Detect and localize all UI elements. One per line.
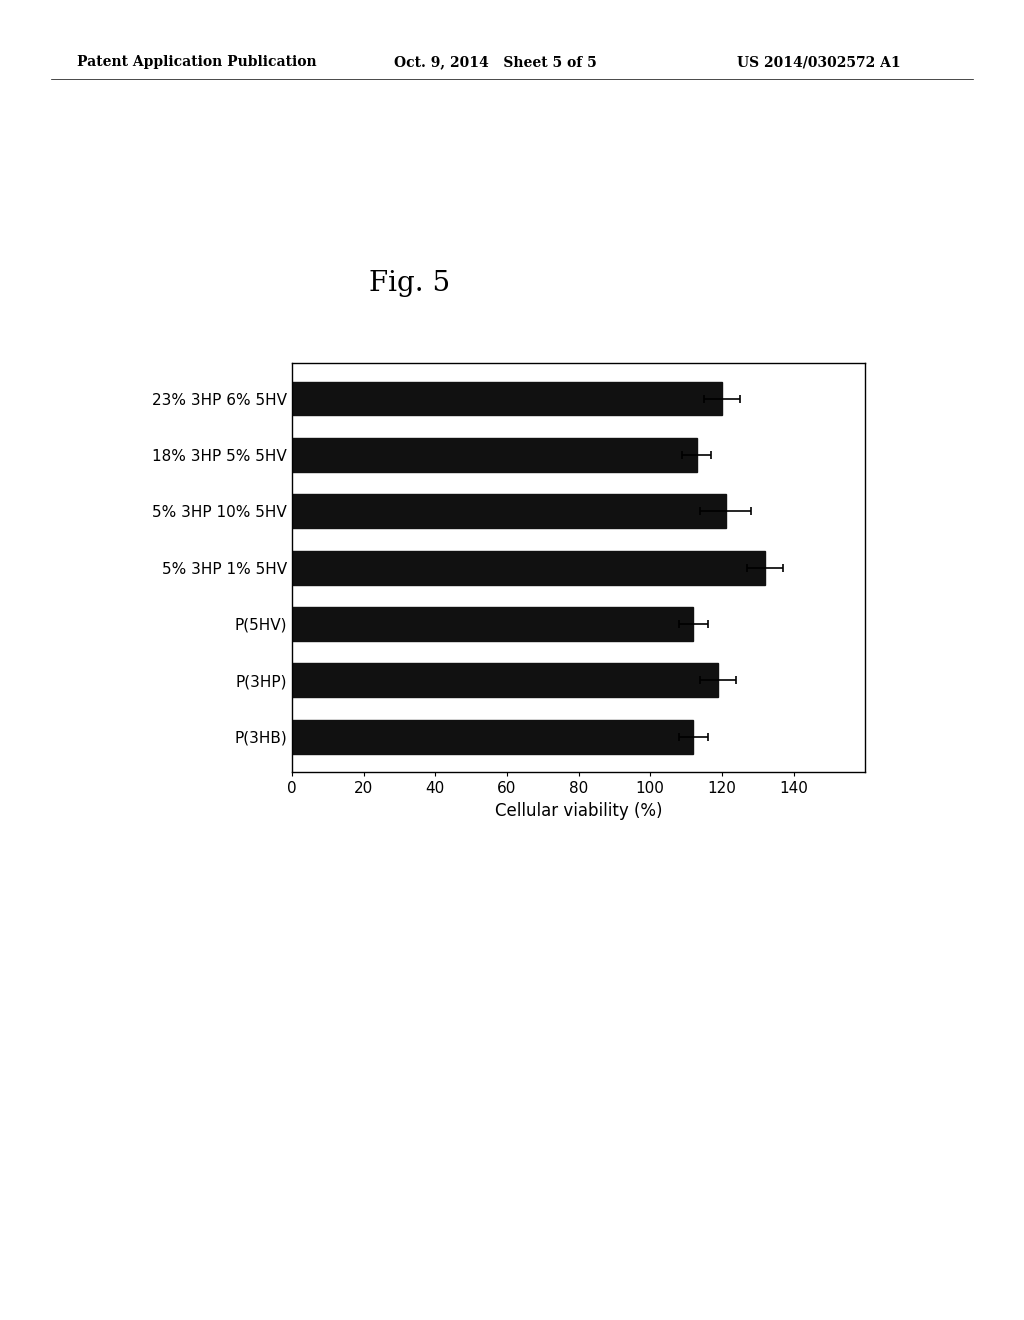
Text: Fig. 5: Fig. 5 bbox=[369, 271, 451, 297]
X-axis label: Cellular viability (%): Cellular viability (%) bbox=[495, 801, 663, 820]
Bar bbox=[292, 607, 693, 642]
Bar bbox=[292, 438, 697, 471]
Bar bbox=[292, 719, 693, 754]
Bar bbox=[292, 664, 719, 697]
Bar bbox=[292, 494, 725, 528]
Text: Oct. 9, 2014   Sheet 5 of 5: Oct. 9, 2014 Sheet 5 of 5 bbox=[394, 55, 597, 70]
Bar bbox=[292, 550, 765, 585]
Text: Patent Application Publication: Patent Application Publication bbox=[77, 55, 316, 70]
Text: US 2014/0302572 A1: US 2014/0302572 A1 bbox=[737, 55, 901, 70]
Bar bbox=[292, 381, 722, 416]
